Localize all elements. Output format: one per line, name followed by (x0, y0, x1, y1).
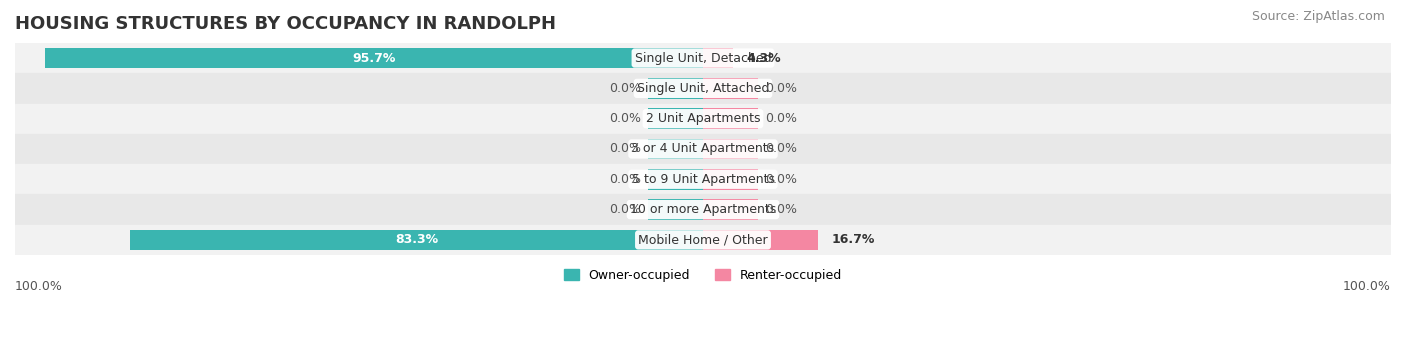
Text: 95.7%: 95.7% (352, 52, 395, 65)
Text: Mobile Home / Other: Mobile Home / Other (638, 233, 768, 246)
Bar (15, 134, 1391, 164)
Text: Single Unit, Attached: Single Unit, Attached (637, 82, 769, 95)
Text: 0.0%: 0.0% (609, 143, 641, 156)
Bar (15, 194, 1391, 225)
Text: HOUSING STRUCTURES BY OCCUPANCY IN RANDOLPH: HOUSING STRUCTURES BY OCCUPANCY IN RANDO… (15, 15, 555, 33)
Bar (648, 169, 703, 189)
Text: Source: ZipAtlas.com: Source: ZipAtlas.com (1251, 10, 1385, 23)
Text: 100.0%: 100.0% (1343, 280, 1391, 293)
Text: 100.0%: 100.0% (15, 280, 63, 293)
Text: 2 Unit Apartments: 2 Unit Apartments (645, 112, 761, 125)
Bar (15, 73, 1391, 104)
Text: 0.0%: 0.0% (609, 173, 641, 186)
Bar (129, 229, 703, 250)
Text: 0.0%: 0.0% (765, 82, 797, 95)
Bar (703, 199, 758, 220)
Bar (703, 229, 818, 250)
Text: 0.0%: 0.0% (765, 203, 797, 216)
Text: 0.0%: 0.0% (609, 203, 641, 216)
Text: Single Unit, Detached: Single Unit, Detached (634, 52, 772, 65)
Text: 3 or 4 Unit Apartments: 3 or 4 Unit Apartments (631, 143, 775, 156)
Text: 16.7%: 16.7% (832, 233, 875, 246)
Bar (648, 78, 703, 98)
Text: 4.3%: 4.3% (747, 52, 780, 65)
Bar (15, 164, 1391, 194)
Text: 0.0%: 0.0% (765, 112, 797, 125)
Bar (703, 48, 733, 68)
Text: 83.3%: 83.3% (395, 233, 439, 246)
Bar (703, 78, 758, 98)
Text: 0.0%: 0.0% (765, 173, 797, 186)
Text: 5 to 9 Unit Apartments: 5 to 9 Unit Apartments (631, 173, 775, 186)
Bar (703, 108, 758, 129)
Bar (648, 108, 703, 129)
Bar (703, 139, 758, 159)
Bar (15, 43, 1391, 73)
Legend: Owner-occupied, Renter-occupied: Owner-occupied, Renter-occupied (558, 264, 848, 287)
Text: 10 or more Apartments: 10 or more Apartments (630, 203, 776, 216)
Bar (45, 48, 703, 68)
Bar (15, 104, 1391, 134)
Bar (648, 139, 703, 159)
Bar (15, 225, 1391, 255)
Text: 0.0%: 0.0% (609, 82, 641, 95)
Text: 0.0%: 0.0% (765, 143, 797, 156)
Bar (648, 199, 703, 220)
Text: 0.0%: 0.0% (609, 112, 641, 125)
Bar (703, 169, 758, 189)
